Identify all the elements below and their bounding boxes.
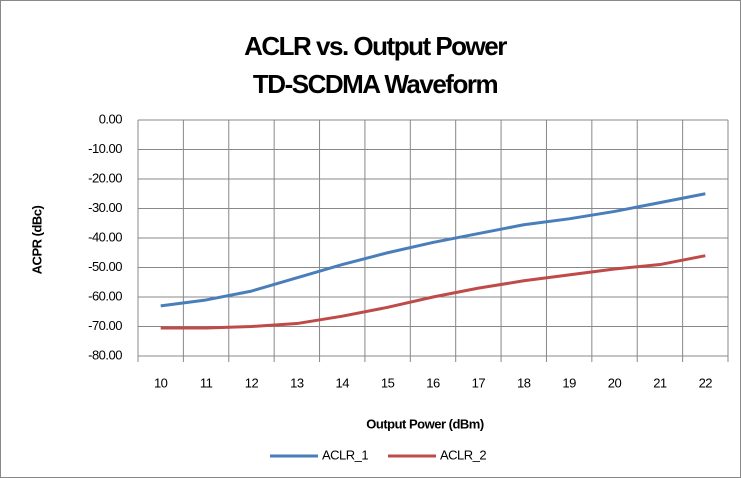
x-tick-label: 16 [426,375,440,390]
x-tick-label: 11 [200,375,213,390]
y-tick-label: -30.00 [88,200,122,215]
x-tick-label: 14 [335,375,349,390]
y-tick-label: -20.00 [88,170,122,185]
x-tick-label: 22 [699,375,713,390]
x-tick-label: 20 [608,375,622,390]
y-tick-label: -60.00 [88,288,122,303]
y-tick-label: -70.00 [88,318,122,333]
x-tick-label: 15 [381,375,395,390]
legend-label: ACLR_2 [440,447,486,462]
x-axis-title: Output Power (dBm) [366,416,484,431]
y-tick-label: -40.00 [88,229,122,244]
series-line [160,192,706,308]
chart-title: ACLR vs. Output Power [244,31,507,61]
x-tick-label: 12 [245,375,259,390]
y-tick-label: 0.00 [99,111,123,126]
y-tick-label: -10.00 [88,141,122,156]
x-tick-label: 19 [562,375,576,390]
x-tick-label: 18 [517,375,531,390]
series-line [160,254,706,330]
x-tick-label: 21 [653,375,667,390]
y-tick-label: -50.00 [88,259,122,274]
x-tick-label: 10 [154,375,168,390]
y-axis-title: ACPR (dBc) [29,206,44,275]
x-tick-label: 13 [290,375,304,390]
legend-label: ACLR_1 [322,447,368,462]
y-tick-label: -80.00 [88,347,122,362]
chart-subtitle: TD-SCDMA Waveform [253,69,498,99]
x-tick-label: 17 [472,375,486,390]
